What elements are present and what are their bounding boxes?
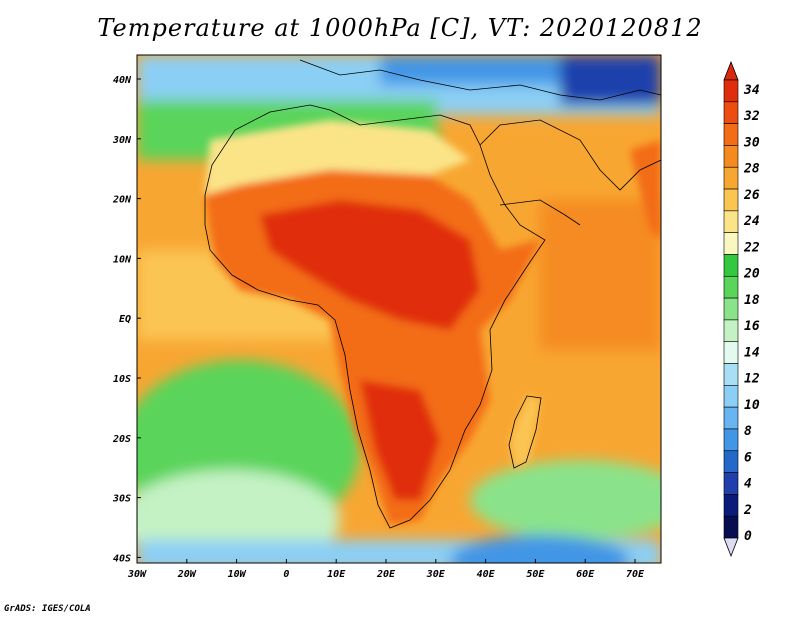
lat-tick-label: 10S <box>113 374 131 385</box>
colorbar-swatch <box>723 145 739 168</box>
lat-tick-label: EQ <box>119 314 131 325</box>
colorbar-bottom-arrow <box>723 537 739 558</box>
lon-tick-label: 60E <box>576 569 595 580</box>
lon-axis: 30W 20W 10W 0 10E 20E 30E 40E 50E 60E 70E <box>127 559 645 580</box>
colorbar-swatch <box>723 188 739 212</box>
credit-text: GrADS: IGES/COLA <box>4 604 91 614</box>
lat-tick-label: 40N <box>113 75 132 86</box>
colorbar-label: 32 <box>743 109 760 124</box>
colorbar-label: 28 <box>743 162 760 177</box>
colorbar-swatch <box>723 297 739 321</box>
lat-tick-label: 20S <box>112 434 131 445</box>
colorbar-label: 26 <box>743 188 760 203</box>
temperature-field <box>137 55 661 563</box>
colorbar-label: 24 <box>743 214 760 229</box>
colorbar-label: 18 <box>744 293 760 308</box>
lat-tick-label: 40S <box>113 553 131 564</box>
colorbar-label: 8 <box>744 424 752 439</box>
colorbar-swatch <box>723 123 739 146</box>
colorbar-swatch <box>723 385 739 408</box>
lon-tick-label: 10E <box>327 569 346 580</box>
colorbar-label: 4 <box>744 477 752 492</box>
lon-tick-label: 10W <box>228 569 247 580</box>
plot-frame <box>136 54 662 564</box>
colorbar-label: 20 <box>743 267 760 282</box>
lat-tick-label: 30S <box>112 494 131 505</box>
coastlines <box>204 59 661 529</box>
lon-tick-label: 50E <box>526 569 545 580</box>
colorbar-swatch <box>723 79 739 103</box>
colorbar-label: 2 <box>743 503 752 518</box>
colorbar-swatch <box>723 319 739 343</box>
colorbar-label: 30 <box>743 135 760 150</box>
colorbar-swatch <box>723 210 739 233</box>
colorbar-label: 14 <box>744 345 760 360</box>
lon-tick-label: 70E <box>626 569 645 580</box>
colorbar-swatch <box>723 363 739 386</box>
lon-tick-label: 40E <box>477 569 496 580</box>
colorbar-swatch <box>723 232 739 255</box>
colorbar-label: 34 <box>743 83 760 98</box>
colorbar-swatch <box>723 472 739 495</box>
colorbar-swatch <box>723 406 739 430</box>
colorbar-swatch <box>723 275 739 299</box>
colorbar-label: 10 <box>744 398 760 413</box>
lon-tick-label: 20E <box>376 569 396 580</box>
colorbar-swatch <box>723 428 739 452</box>
lon-tick-label: 30W <box>127 569 147 580</box>
colorbar-swatch <box>723 450 739 473</box>
map-title: Temperature at 1000hPa [C], VT: 20201208… <box>97 14 703 42</box>
colorbar-label: 12 <box>744 372 760 387</box>
lon-tick-label: 20W <box>177 569 197 580</box>
colorbar-label: 6 <box>744 450 752 465</box>
colorbar-swatch <box>723 254 739 277</box>
colorbar-label: 0 <box>744 529 752 544</box>
colorbar-swatch <box>723 494 739 517</box>
lon-tick-label: 30E <box>426 569 446 580</box>
colorbar-swatch <box>723 341 739 364</box>
colorbar-top-arrow <box>723 60 739 81</box>
lat-axis: 40N 30N 20N 10N EQ 10S 20S 30S 40S <box>112 75 141 564</box>
colorbar-swatch <box>723 515 739 539</box>
colorbar-label: 22 <box>743 240 760 255</box>
colorbar-swatch <box>723 101 739 124</box>
lon-tick-label: 0 <box>283 569 289 580</box>
colorbar-label: 16 <box>744 319 760 334</box>
colorbar-swatch <box>723 166 739 190</box>
lat-tick-label: 30N <box>112 135 132 146</box>
lat-tick-label: 10N <box>113 254 132 265</box>
lat-tick-label: 20N <box>112 195 132 206</box>
